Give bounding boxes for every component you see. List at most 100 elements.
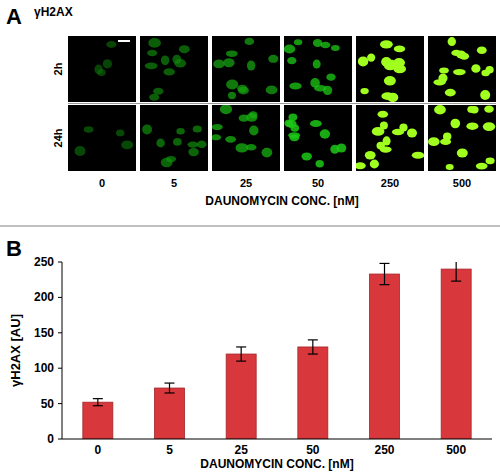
- nucleus: [358, 56, 368, 66]
- scale-bar: [118, 40, 130, 42]
- error-cap: [236, 361, 246, 362]
- x-tick-label: 25: [234, 443, 248, 457]
- nuclei: [212, 105, 272, 157]
- nucleus: [330, 145, 339, 154]
- y-tick: [58, 297, 62, 298]
- nucleus: [212, 124, 223, 130]
- nucleus: [331, 45, 340, 51]
- bar: [298, 347, 328, 439]
- nucleus: [360, 88, 368, 94]
- nucleus: [179, 45, 190, 53]
- nucleus: [245, 38, 255, 45]
- micrograph: [68, 105, 136, 171]
- nuclei: [142, 124, 206, 167]
- error-cap: [236, 346, 246, 347]
- panel-title: γH2AX: [34, 5, 73, 19]
- nucleus: [384, 76, 396, 86]
- nucleus: [367, 53, 375, 61]
- column-label: 250: [381, 177, 399, 189]
- row-divider: [68, 103, 496, 104]
- nucleus: [380, 40, 393, 48]
- nucleus: [148, 38, 161, 48]
- micrograph-bg: [428, 36, 496, 102]
- panel-label: B: [6, 236, 22, 261]
- nucleus: [236, 143, 249, 152]
- nuclei: [284, 39, 340, 95]
- micrograph: [428, 36, 496, 102]
- nucleus: [434, 105, 446, 114]
- micrograph: [211, 104, 280, 171]
- error-cap: [308, 353, 318, 354]
- error-cap: [380, 263, 390, 264]
- error-bar: [451, 262, 461, 281]
- nucleus: [445, 89, 456, 97]
- bar: [370, 274, 400, 439]
- x-tick-label: 50: [306, 443, 320, 457]
- micrograph: [284, 105, 352, 171]
- nucleus: [313, 60, 321, 69]
- nucleus: [466, 123, 478, 130]
- micrograph-bg: [284, 105, 352, 171]
- nucleus: [145, 62, 158, 69]
- nucleus: [266, 86, 278, 95]
- micrograph-bg: [140, 36, 208, 102]
- column-label: 50: [312, 177, 324, 189]
- nucleus: [486, 157, 495, 164]
- nucleus: [451, 119, 461, 129]
- bar: [83, 402, 113, 439]
- nucleus: [392, 129, 404, 135]
- nucleus: [407, 128, 417, 137]
- y-tick: [58, 262, 62, 263]
- y-tick-label: 0: [47, 432, 54, 446]
- micrograph: [68, 36, 136, 102]
- micrograph-bg: [212, 36, 280, 102]
- nucleus: [289, 114, 298, 121]
- nucleus: [434, 79, 446, 85]
- y-tick: [58, 403, 62, 404]
- nucleus: [310, 78, 320, 88]
- nucleus: [302, 152, 312, 160]
- error-cap: [380, 284, 390, 285]
- nucleus: [106, 41, 116, 48]
- y-tick: [58, 439, 62, 440]
- x-tick-label: 5: [166, 443, 173, 457]
- micrograph: [356, 36, 424, 102]
- micrograph-bg: [356, 36, 424, 102]
- nucleus: [477, 47, 487, 55]
- nucleus: [121, 141, 133, 150]
- y-axis: [62, 262, 63, 439]
- micrograph: [212, 36, 280, 102]
- nucleus: [470, 106, 479, 113]
- x-tick-label: 0: [94, 443, 101, 457]
- nuclei: [285, 114, 347, 168]
- nucleus: [94, 65, 102, 75]
- error-stem: [97, 399, 98, 406]
- nucleus: [228, 92, 236, 99]
- nucleus: [197, 141, 207, 148]
- nucleus: [365, 151, 376, 159]
- error-bar: [380, 263, 390, 284]
- nucleus: [377, 142, 385, 150]
- nucleus: [284, 45, 295, 54]
- nucleus: [161, 55, 169, 65]
- y-tick-label: 200: [34, 290, 54, 304]
- x-axis-label: DAUNOMYCIN CONC. [nM]: [205, 194, 358, 208]
- nucleus: [459, 53, 469, 60]
- nucleus: [370, 160, 379, 169]
- nucleus: [428, 137, 440, 146]
- bar: [441, 269, 471, 439]
- error-bar: [165, 383, 175, 393]
- nucleus: [173, 138, 182, 146]
- micrograph: [140, 36, 208, 102]
- bars: [83, 262, 471, 439]
- row-label: 2h: [52, 62, 64, 75]
- nucleus: [164, 68, 175, 75]
- nuclei: [358, 40, 406, 102]
- x-tick-label: 250: [374, 443, 394, 457]
- nucleus: [453, 69, 466, 75]
- micrograph: [140, 105, 208, 171]
- nucleus: [212, 134, 221, 140]
- nucleus: [262, 148, 273, 158]
- nucleus: [481, 70, 489, 77]
- nucleus: [439, 68, 449, 74]
